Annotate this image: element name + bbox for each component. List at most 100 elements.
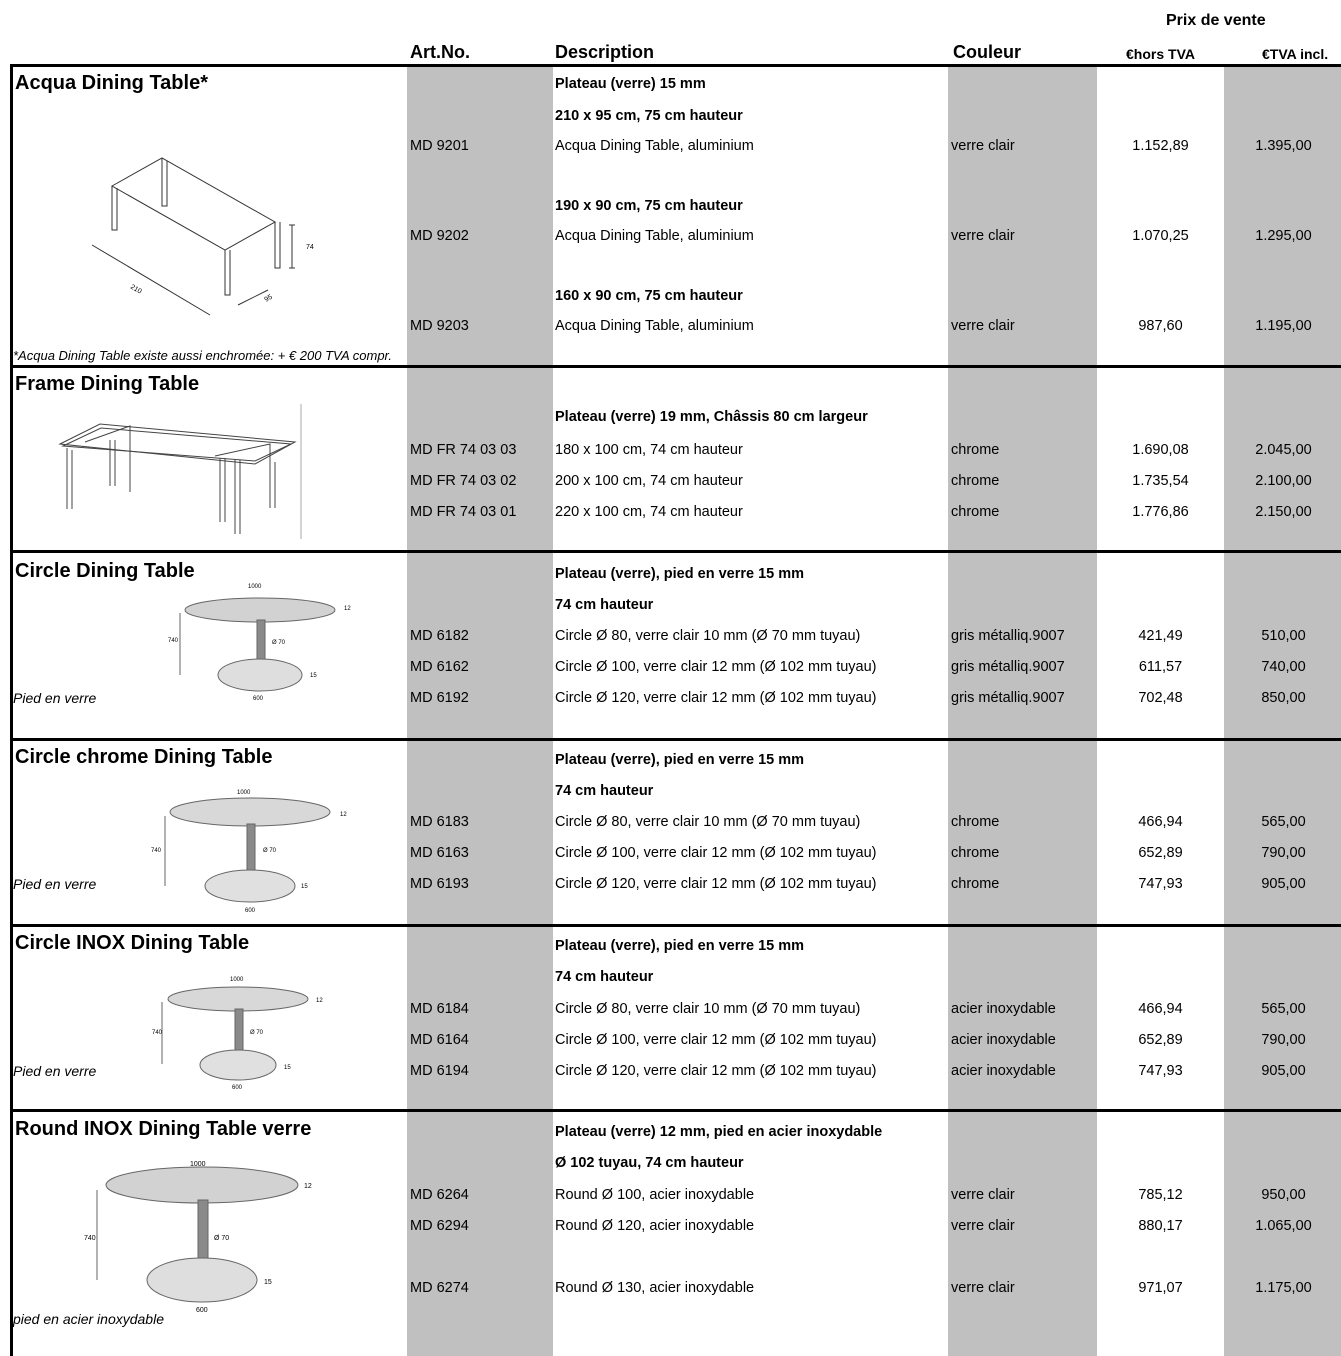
price-excl: 880,17	[1138, 1218, 1183, 1234]
description: Circle Ø 100, verre clair 12 mm (Ø 102 m…	[555, 845, 877, 861]
dim-label: Ø 70	[272, 640, 286, 646]
art-no: MD 6264	[410, 1187, 469, 1203]
price-incl: 2.045,00	[1255, 442, 1312, 458]
price-incl: 1.065,00	[1255, 1218, 1312, 1234]
color-header: Couleur	[953, 42, 1022, 62]
section-rule	[10, 365, 1341, 368]
dim-label: 740	[151, 848, 162, 854]
art-no: MD 6274	[410, 1280, 469, 1296]
dim-label: 1000	[190, 1161, 206, 1168]
description: Acqua Dining Table, aluminium	[555, 138, 754, 154]
section-rule	[10, 1109, 1341, 1112]
circle-table-drawing: 1000 12 740 Ø 70 15 600	[168, 584, 351, 702]
price-incl: 1.395,00	[1255, 138, 1312, 154]
spec-line: Plateau (verre), pied en verre 15 mm	[555, 938, 805, 954]
dim-label: 1000	[230, 977, 244, 983]
price-incl: 950,00	[1261, 1187, 1306, 1203]
dim-label: Ø 70	[250, 1030, 264, 1036]
price-incl: 565,00	[1261, 1001, 1306, 1017]
description: Circle Ø 120, verre clair 12 mm (Ø 102 m…	[555, 876, 877, 892]
dim-label: 600	[253, 696, 264, 702]
price-incl: 1.175,00	[1255, 1280, 1312, 1296]
description: Round Ø 100, acier inoxydable	[555, 1187, 755, 1203]
art-no: MD 6162	[410, 659, 469, 675]
section-title: Frame Dining Table	[15, 373, 200, 395]
section-rule	[10, 924, 1341, 927]
price-excl: 971,07	[1138, 1280, 1183, 1296]
dim-label: 12	[340, 812, 347, 818]
art-no: MD 9201	[410, 138, 469, 154]
dim-label: Ø 70	[214, 1235, 229, 1242]
circle-chrome-table-drawing: 1000 12 740 Ø 70 15 600	[151, 790, 347, 914]
color: chrome	[951, 814, 1000, 830]
price-excl: 466,94	[1138, 814, 1183, 830]
spec-line: Plateau (verre), pied en verre 15 mm	[555, 566, 805, 582]
color: verre clair	[951, 1280, 1015, 1296]
color-column-shade	[948, 67, 1097, 1356]
color: acier inoxydable	[951, 1001, 1056, 1017]
acqua-width-label: 95	[264, 294, 274, 304]
color: gris métalliq.9007	[951, 690, 1065, 706]
description: Circle Ø 120, verre clair 12 mm (Ø 102 m…	[555, 690, 877, 706]
color: chrome	[951, 504, 1000, 520]
description: 180 x 100 cm, 74 cm hauteur	[555, 442, 743, 458]
color: chrome	[951, 845, 1000, 861]
dim-label: 600	[196, 1307, 208, 1314]
art-no: MD 6192	[410, 690, 469, 706]
description-header: Description	[555, 42, 655, 62]
art-no: MD 6163	[410, 845, 469, 861]
price-excl: 987,60	[1138, 318, 1183, 334]
section-note: *Acqua Dining Table existe aussi enchrom…	[13, 348, 393, 363]
price-incl: 905,00	[1261, 876, 1306, 892]
dim-label: 12	[304, 1183, 312, 1190]
art-no: MD 9203	[410, 318, 469, 334]
color: verre clair	[951, 138, 1015, 154]
description: 200 x 100 cm, 74 cm hauteur	[555, 473, 743, 489]
price-incl: 565,00	[1261, 814, 1306, 830]
price-incl: 740,00	[1261, 659, 1306, 675]
art-no: MD 9202	[410, 228, 469, 244]
color: verre clair	[951, 318, 1015, 334]
round-inox-table-drawing: 1000 12 740 Ø 70 15 600	[84, 1161, 312, 1314]
left-rule	[10, 64, 13, 1356]
price-incl: 510,00	[1261, 628, 1306, 644]
price-incl: 1.295,00	[1255, 228, 1312, 244]
frame-table-drawing	[58, 404, 302, 539]
price-excl: 1.735,54	[1132, 473, 1189, 489]
section-title: Circle chrome Dining Table	[15, 746, 273, 768]
dim-label: 1000	[237, 790, 251, 796]
art-no: MD FR 74 03 02	[410, 473, 517, 489]
color: verre clair	[951, 1218, 1015, 1234]
acqua-height-label: 74	[306, 244, 314, 251]
section-note: Pied en verre	[13, 876, 97, 892]
color: gris métalliq.9007	[951, 659, 1065, 675]
section-note: Pied en verre	[13, 1063, 97, 1079]
color: chrome	[951, 473, 1000, 489]
dim-label: 15	[301, 884, 308, 890]
section-title: Circle Dining Table	[15, 560, 195, 582]
dim-label: 12	[344, 606, 351, 612]
description: Acqua Dining Table, aluminium	[555, 318, 754, 334]
acqua-table-drawing: 210 95 74	[91, 157, 314, 316]
description: Round Ø 120, acier inoxydable	[555, 1218, 755, 1234]
incl-price-column-shade	[1224, 67, 1341, 1356]
price-excl: 702,48	[1138, 690, 1183, 706]
description: Circle Ø 80, verre clair 10 mm (Ø 70 mm …	[555, 1001, 861, 1017]
art-no: MD 6193	[410, 876, 469, 892]
dim-label: 12	[316, 998, 323, 1004]
price-excl: 466,94	[1138, 1001, 1183, 1017]
color: chrome	[951, 442, 1000, 458]
spec-line: Ø 102 tuyau, 74 cm hauteur	[555, 1155, 744, 1171]
circle-inox-table-drawing: 1000 12 740 Ø 70 15 600	[152, 977, 323, 1091]
art-no: MD 6164	[410, 1032, 469, 1048]
section-rule	[10, 738, 1341, 741]
art-no: MD 6182	[410, 628, 469, 644]
art-no: MD FR 74 03 01	[410, 504, 517, 520]
price-incl: 2.150,00	[1255, 504, 1312, 520]
dim-label: 1000	[248, 584, 262, 590]
color: acier inoxydable	[951, 1032, 1056, 1048]
color: acier inoxydable	[951, 1063, 1056, 1079]
description: Circle Ø 120, verre clair 12 mm (Ø 102 m…	[555, 1063, 877, 1079]
price-excl-header: €hors TVA	[1126, 46, 1195, 62]
dim-label: Ø 70	[263, 848, 277, 854]
